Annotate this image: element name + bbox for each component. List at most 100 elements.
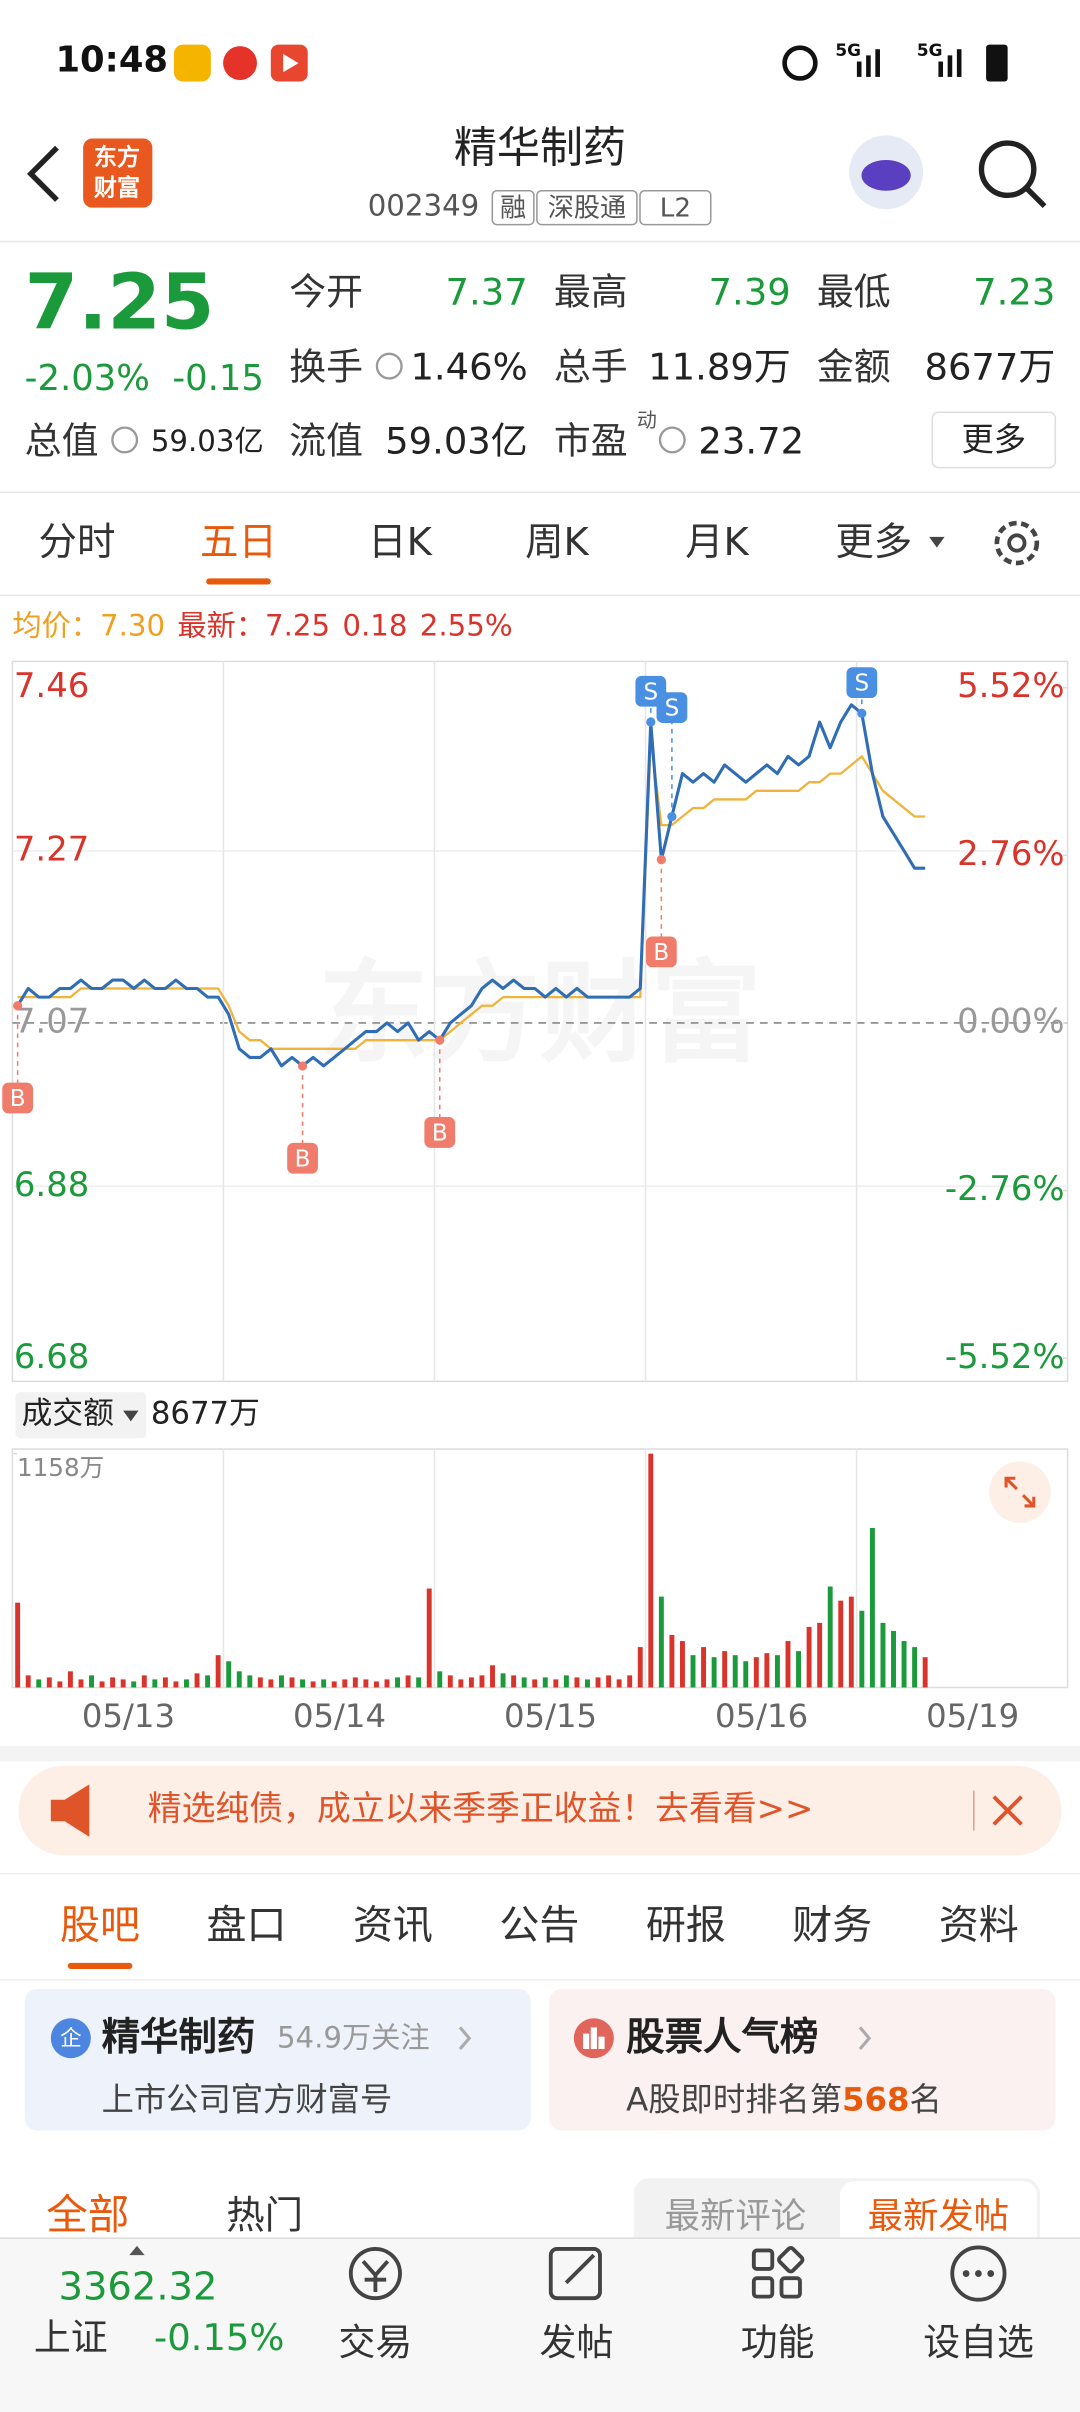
app-icon (223, 46, 257, 80)
volume-bar (310, 1681, 316, 1688)
volume-bar (901, 1641, 907, 1688)
sort-option[interactable]: 最新评论 (665, 2196, 807, 2237)
y-tick-label: 7.07 (14, 1001, 89, 1040)
index-value[interactable]: 3362.32 (59, 2264, 218, 2309)
sort-option[interactable]: 最新发帖 (868, 2196, 1010, 2237)
y-tick-label: 7.27 (14, 829, 89, 868)
nav-label[interactable]: 功能 (741, 2321, 815, 2364)
marker-label: B (10, 1086, 26, 1112)
logo-text: 财富 (94, 175, 140, 202)
y2-tick-label: 2.76% (957, 834, 1064, 873)
search-button[interactable] (978, 140, 1037, 199)
field-value: 59.03亿 (151, 424, 264, 458)
volume-bar (321, 1679, 327, 1688)
tag-box (639, 189, 712, 226)
last-price: 7.25 (25, 259, 215, 348)
volume-tick-label: 1158万 (17, 1453, 104, 1482)
volume-bar (342, 1679, 348, 1688)
volume-bar (257, 1677, 263, 1688)
volume-bar (627, 1675, 633, 1688)
gap (0, 1855, 1080, 1874)
volume-bar (648, 1453, 654, 1688)
volume-bar (616, 1679, 622, 1688)
volume-bar (184, 1679, 189, 1688)
marker-dot (297, 1061, 308, 1071)
section-tab[interactable]: 公告 (499, 1902, 579, 1948)
chart-tab[interactable]: 五日 (200, 520, 277, 565)
more-button[interactable] (931, 411, 1057, 469)
stock-code: 002349 (368, 189, 480, 223)
date-label: 05/19 (926, 1697, 1019, 1735)
field-label: 最低 (817, 270, 891, 313)
volume-bar (500, 1673, 506, 1688)
nav-label[interactable]: 交易 (338, 2321, 412, 2364)
marker-label: S (855, 671, 870, 697)
chart-tab[interactable]: 周K (525, 520, 590, 565)
index-change[interactable]: -0.15% (154, 2316, 285, 2359)
volume-bar (891, 1630, 896, 1688)
marker-badge (645, 936, 677, 968)
volume-selector[interactable] (15, 1392, 147, 1439)
marker-label: S (643, 679, 658, 705)
section-tab[interactable]: 研报 (646, 1902, 726, 1948)
marker-badge (2, 1082, 34, 1114)
logo-text: 东方 (94, 144, 140, 171)
card-official[interactable] (24, 1988, 531, 2131)
rank-glyph (583, 2027, 605, 2049)
app-icon (173, 44, 211, 82)
field-value: 1.46% (410, 346, 527, 389)
filter-active (839, 2181, 1037, 2253)
chart-tab[interactable]: 分时 (39, 520, 116, 565)
filter-tab[interactable]: 热门 (226, 2194, 303, 2239)
section-tab[interactable]: 股吧 (60, 1902, 140, 1948)
nav-label[interactable]: 设自选 (923, 2321, 1034, 2364)
watermark: 东方财富 (319, 950, 762, 1079)
card-subtitle: 上市公司官方财富号 (102, 2080, 393, 2118)
status-time: 10:48 (55, 40, 168, 81)
section-tab[interactable]: 财务 (792, 1902, 872, 1948)
marker-dot (667, 811, 677, 822)
marker-label: B (432, 1120, 448, 1146)
ad-close[interactable] (992, 1795, 1023, 1826)
volume-bar (78, 1679, 84, 1688)
volume-bar (869, 1527, 875, 1688)
chevron (858, 2026, 872, 2050)
volume-label[interactable]: 成交额 (22, 1396, 114, 1432)
volume-bar (131, 1681, 137, 1688)
more-label[interactable]: 更多 (961, 420, 1026, 458)
card-popularity[interactable] (549, 1988, 1056, 2131)
ad-banner[interactable] (18, 1765, 1062, 1856)
play-glyph (283, 53, 299, 73)
back-button[interactable] (27, 145, 59, 202)
volume-bar (722, 1651, 728, 1688)
volume-bar (764, 1653, 770, 1688)
nav-label[interactable]: 发帖 (540, 2321, 614, 2364)
section-tab[interactable]: 资料 (939, 1902, 1019, 1948)
y2-tick-label: 5.52% (957, 666, 1064, 705)
chart-tab[interactable]: 更多 (835, 520, 912, 565)
expand-button[interactable] (989, 1461, 1051, 1523)
card-title: 精华制药 (102, 2015, 256, 2060)
settings-gear[interactable] (994, 520, 1040, 566)
dropdown-arrow (929, 536, 945, 548)
volume-bar (817, 1622, 823, 1688)
chart-tab[interactable]: 月K (685, 520, 750, 565)
chart-info-avg-label: 均价： (12, 609, 100, 643)
y-tick-label: 6.68 (14, 1337, 89, 1376)
section-tab[interactable]: 盘口 (207, 1902, 287, 1948)
marker-label: B (653, 940, 669, 966)
volume-bar (447, 1675, 453, 1688)
section-tab[interactable]: 资讯 (353, 1902, 433, 1948)
avatar-face (861, 159, 911, 191)
filter-tab[interactable]: 全部 (46, 2190, 129, 2239)
volume-bar (25, 1675, 31, 1688)
chart-tab[interactable]: 日K (368, 520, 433, 565)
volume-bar (806, 1626, 812, 1688)
volume-bar (384, 1679, 390, 1688)
info-icons (111, 352, 686, 454)
volume-bar (120, 1679, 126, 1688)
marker-label: B (295, 1146, 311, 1172)
marker-label: S (665, 696, 680, 722)
ad-text[interactable]: 精选纯债，成立以来季季正收益！去看看>> (148, 1789, 814, 1828)
index-name[interactable]: 上证 (34, 2316, 108, 2359)
